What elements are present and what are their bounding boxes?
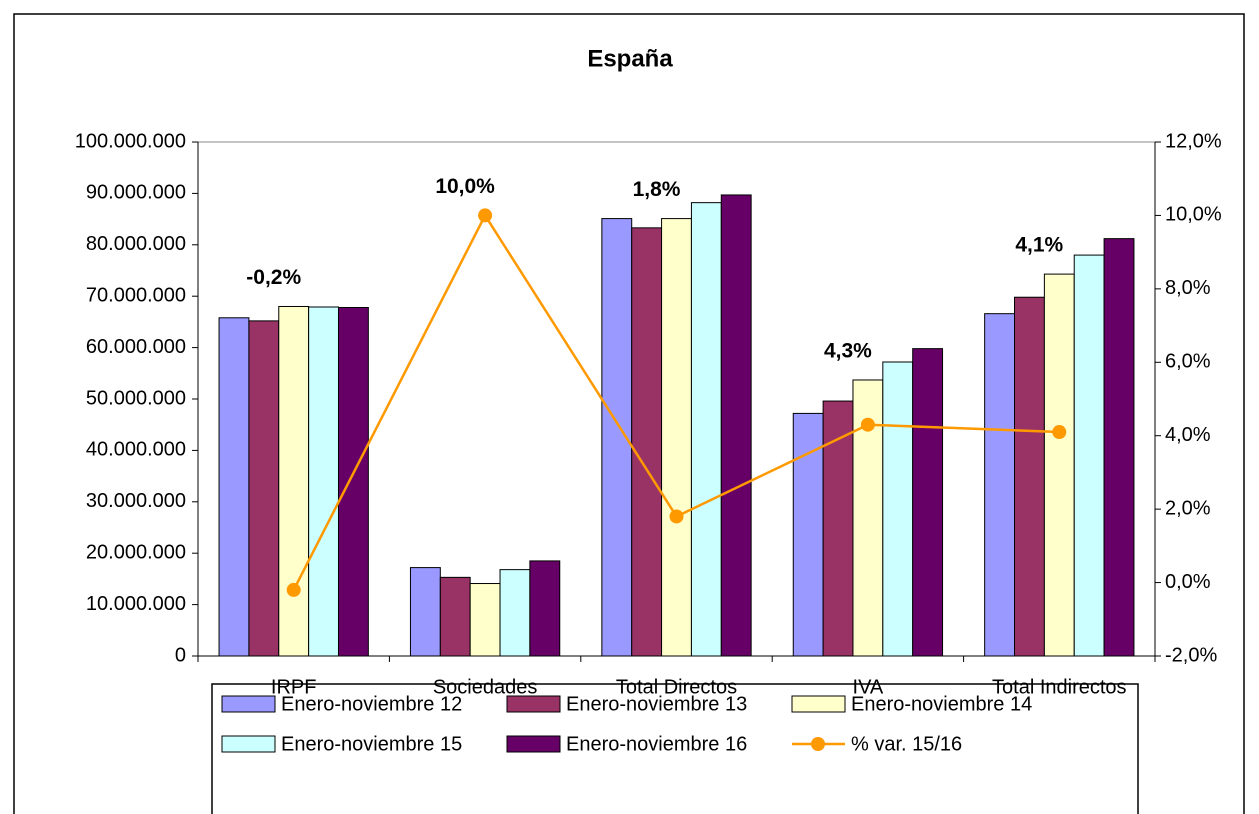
bar [912, 348, 944, 657]
bar [984, 313, 1016, 657]
bar [631, 227, 663, 657]
x-tick-label: IVA [853, 676, 884, 698]
y-tick-label: 70.000.000 [86, 284, 186, 306]
y2-tick-label: 10,0% [1165, 204, 1222, 226]
value-label: 4,3% [824, 340, 872, 363]
bar [499, 569, 531, 657]
line-point [478, 208, 493, 223]
y-tick-label: 0 [175, 644, 186, 666]
x-tick-label: Total Indirectos [992, 676, 1127, 698]
legend-swatch [506, 695, 561, 713]
legend-swatch [791, 695, 846, 713]
bar [469, 583, 501, 657]
y-tick-label: 100.000.000 [75, 130, 186, 152]
legend-label: % var. 15/16 [851, 733, 962, 755]
legend-label: Enero-noviembre 13 [566, 693, 747, 715]
line-point [286, 582, 301, 597]
bar [439, 576, 471, 657]
bar [1043, 273, 1075, 657]
y2-tick-label: 4,0% [1165, 424, 1211, 446]
bar [1073, 254, 1105, 657]
value-label: -0,2% [246, 266, 301, 289]
x-tick-label: Sociedades [433, 676, 538, 698]
value-label: 4,1% [1015, 234, 1063, 257]
y2-tick-label: 8,0% [1165, 277, 1211, 299]
bar [792, 412, 824, 657]
legend-label: Enero-noviembre 14 [851, 693, 1032, 715]
bar [690, 202, 722, 657]
line-point [860, 417, 875, 432]
value-label: 1,8% [633, 178, 681, 201]
legend-label: Enero-noviembre 12 [281, 693, 462, 715]
y-tick-label: 20.000.000 [86, 541, 186, 563]
bar [720, 194, 752, 657]
line-point [669, 509, 684, 524]
y-tick-label: 80.000.000 [86, 233, 186, 255]
legend-swatch [221, 695, 276, 713]
y2-tick-label: 6,0% [1165, 351, 1211, 373]
legend-swatch [506, 735, 561, 753]
legend-label: Enero-noviembre 15 [281, 733, 462, 755]
y2-tick-label: 2,0% [1165, 497, 1211, 519]
legend-marker [811, 737, 825, 751]
y-tick-label: 50.000.000 [86, 387, 186, 409]
bar [1103, 238, 1135, 657]
y-tick-label: 40.000.000 [86, 439, 186, 461]
bar [661, 218, 692, 657]
y-tick-label: 60.000.000 [86, 336, 186, 358]
line-point [1052, 425, 1067, 440]
x-tick-label: IRPF [271, 676, 317, 698]
chart-title: España [587, 45, 673, 72]
bar [337, 307, 369, 657]
bar [409, 567, 441, 657]
y2-tick-label: -2,0% [1165, 644, 1217, 666]
bar [278, 305, 310, 657]
legend-box [211, 683, 1139, 814]
x-tick-label: Total Directos [616, 676, 737, 698]
y2-tick-label: 0,0% [1165, 571, 1211, 593]
value-label: 10,0% [435, 175, 495, 198]
bar [529, 560, 561, 657]
bar [1014, 296, 1045, 657]
y-tick-label: 30.000.000 [86, 490, 186, 512]
legend-swatch [221, 735, 276, 753]
bar [218, 317, 250, 657]
bar [882, 361, 914, 657]
legend-label: Enero-noviembre 16 [566, 733, 747, 755]
bar [308, 306, 339, 657]
y2-tick-label: 12,0% [1165, 130, 1222, 152]
y-tick-label: 90.000.000 [86, 182, 186, 204]
y-tick-label: 10.000.000 [86, 593, 186, 615]
bar [248, 320, 280, 657]
